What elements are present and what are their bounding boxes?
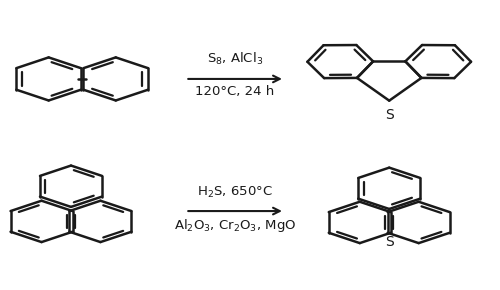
Text: 120°C, 24 h: 120°C, 24 h (196, 85, 274, 98)
Text: Al$_2$O$_3$, Cr$_2$O$_3$, MgO: Al$_2$O$_3$, Cr$_2$O$_3$, MgO (174, 217, 296, 234)
Text: S: S (385, 235, 394, 249)
Text: S: S (385, 108, 394, 122)
Text: H$_2$S, 650°C: H$_2$S, 650°C (198, 184, 273, 200)
Text: S$_8$, AlCl$_3$: S$_8$, AlCl$_3$ (207, 51, 263, 68)
